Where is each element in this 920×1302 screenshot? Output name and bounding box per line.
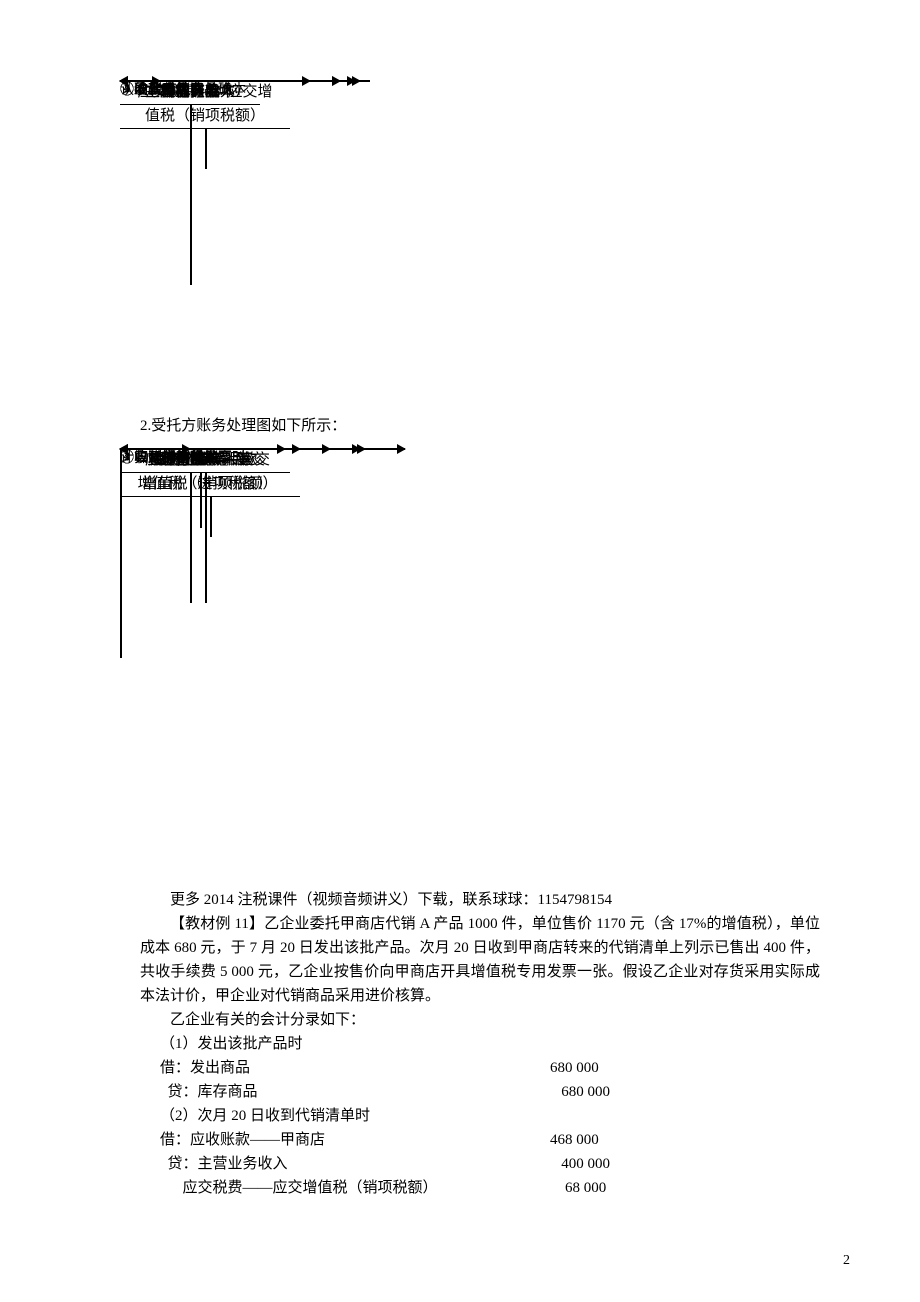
paragraph-example: 【教材例 11】乙企业委托甲商店代销 A 产品 1000 件，单位售价 1170…: [140, 912, 820, 1008]
entry-row: （2）次月 20 日收到代销清单时: [160, 1104, 820, 1128]
entry-amount: 680 000: [550, 1056, 690, 1080]
entry-row: 贷：库存商品 680 000: [160, 1080, 820, 1104]
taccount-label: 应交税费——应交 增值税（销项税额）: [120, 448, 300, 496]
entry-desc: 贷：主营业务收入: [160, 1152, 550, 1176]
entry-line: （1）发出该批产品时: [160, 1032, 550, 1056]
arrow: [120, 80, 360, 82]
entry-desc: 借：发出商品: [160, 1056, 550, 1080]
diagram-consignor: 主营业务收入 应收账款 银行存款 应交税费——应交增 值税（销项税额） 销售费用…: [120, 80, 860, 400]
entry-row: 应交税费——应交增值税（销项税额） 68 000: [160, 1176, 820, 1200]
diagram-consignee: 银行存款 应付账款 应交税费——应交 增值税（进项税额） ④归还货款并 计算代销…: [120, 448, 860, 878]
paragraph-download: 更多 2014 注税课件（视频音频讲义）下载，联系球球：1154798154: [140, 888, 820, 912]
entry-amount: 68 000: [550, 1176, 690, 1200]
flow-label: ③结转已售商品成本: [120, 80, 246, 102]
entry-row: 贷：主营业务收入 400 000: [160, 1152, 820, 1176]
arrow: [120, 448, 340, 450]
taccount-yjsf-out: 应交税费——应交 增值税（销项税额）: [120, 448, 300, 537]
entry-row: （1）发出该批产品时: [160, 1032, 820, 1056]
section-2-label: 2.受托方账务处理图如下所示：: [140, 414, 860, 438]
entry-amount: 400 000: [550, 1152, 690, 1176]
paragraph-entries-intro: 乙企业有关的会计分录如下：: [140, 1008, 820, 1032]
entry-row: 借：发出商品680 000: [160, 1056, 820, 1080]
journal-entries: （1）发出该批产品时借：发出商品680 000 贷：库存商品 680 000（2…: [160, 1032, 820, 1200]
page-number: 2: [843, 1250, 850, 1272]
entry-amount: 680 000: [550, 1080, 690, 1104]
entry-desc: 应交税费——应交增值税（销项税额）: [160, 1176, 550, 1200]
entry-line: （2）次月 20 日收到代销清单时: [160, 1104, 550, 1128]
entry-row: 借：应收账款——甲商店468 000: [160, 1128, 820, 1152]
entry-desc: 贷：库存商品: [160, 1080, 550, 1104]
entry-desc: 借：应收账款——甲商店: [160, 1128, 550, 1152]
entry-amount: 468 000: [550, 1128, 690, 1152]
connector: [120, 448, 122, 658]
